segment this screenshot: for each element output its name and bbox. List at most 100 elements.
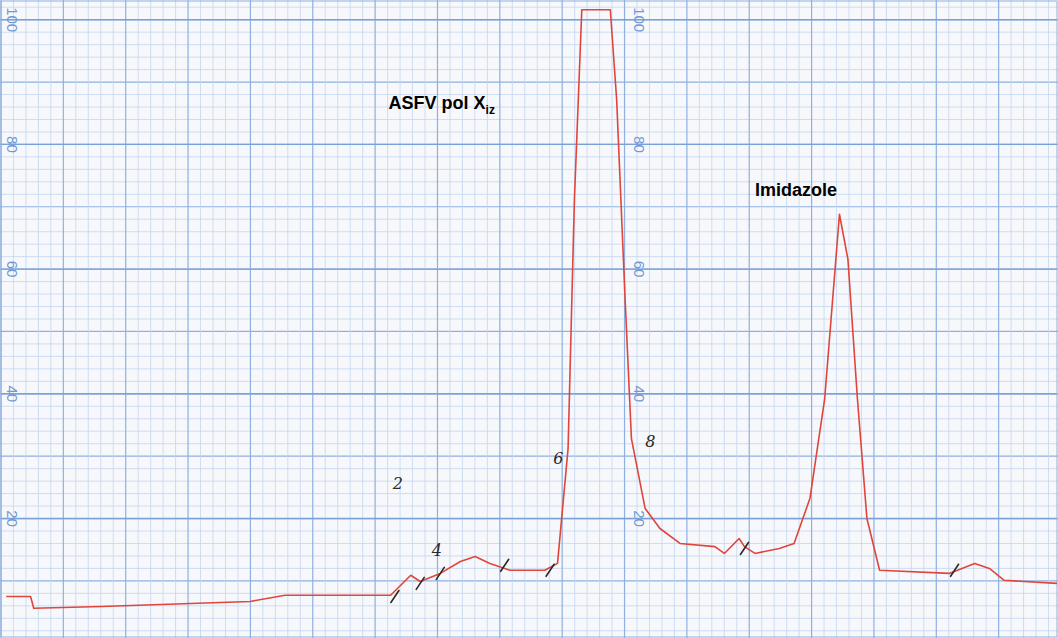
paper-line bbox=[0, 468, 1058, 469]
paper-line bbox=[0, 418, 1058, 419]
fraction-mark bbox=[546, 564, 554, 576]
paper-line bbox=[886, 0, 887, 638]
annotation-text: Imidazole bbox=[755, 180, 837, 200]
grid-line bbox=[1, 518, 1057, 519]
tick-label: 100 bbox=[4, 7, 21, 32]
paper-line bbox=[986, 0, 987, 638]
paper-line bbox=[0, 281, 1058, 282]
paper-line bbox=[113, 0, 114, 638]
paper-line bbox=[686, 0, 687, 638]
paper-line bbox=[0, 19, 1058, 20]
paper-line bbox=[0, 206, 1058, 207]
grid-line bbox=[1, 268, 1057, 269]
annotations: ASFV pol Xiz Imidazole 2 4 6 8 bbox=[389, 93, 837, 559]
paper-line bbox=[0, 306, 1058, 307]
fraction-label: 4 bbox=[431, 541, 442, 560]
paper-line bbox=[0, 81, 1058, 82]
paper-line bbox=[0, 356, 1058, 357]
paper-line bbox=[549, 0, 550, 638]
paper-line bbox=[0, 518, 1058, 519]
chart: 2020404060608080100100ASFV pol XizImidaz… bbox=[0, 0, 1058, 638]
peak-label: Imidazole bbox=[755, 180, 837, 200]
paper-line bbox=[599, 0, 600, 638]
paper-line bbox=[262, 0, 263, 638]
paper-line bbox=[0, 269, 1058, 270]
paper-line bbox=[0, 319, 1058, 320]
paper-line bbox=[0, 393, 1058, 394]
paper-line bbox=[0, 144, 1058, 145]
paper-line bbox=[0, 343, 1058, 344]
paper-line bbox=[699, 0, 700, 638]
fraction-mark bbox=[501, 559, 509, 571]
paper-line bbox=[0, 44, 1058, 45]
paper-line bbox=[25, 0, 26, 638]
trace bbox=[6, 10, 1057, 609]
tick-label: 60 bbox=[631, 261, 648, 278]
tick-label: 80 bbox=[4, 136, 21, 153]
paper-line bbox=[163, 0, 164, 638]
grid-line bbox=[1, 393, 1057, 394]
tick-label: 40 bbox=[631, 385, 648, 402]
paper-line bbox=[0, 107, 1058, 108]
paper-line bbox=[0, 618, 1058, 619]
tick-label: 40 bbox=[4, 385, 21, 402]
fraction-mark bbox=[436, 567, 444, 579]
paper-line bbox=[898, 0, 899, 638]
paper-line bbox=[0, 543, 1058, 544]
paper-line bbox=[911, 0, 912, 638]
fraction-mark bbox=[416, 577, 424, 589]
paper-line bbox=[499, 0, 500, 638]
paper-line bbox=[300, 0, 301, 638]
paper-line bbox=[100, 0, 101, 638]
paper-line bbox=[923, 0, 924, 638]
tick-label: 20 bbox=[4, 510, 21, 527]
paper-line bbox=[275, 0, 276, 638]
annotation-text: ASFV pol X bbox=[389, 93, 486, 113]
paper-line bbox=[0, 593, 1058, 594]
paper-line bbox=[0, 443, 1058, 444]
paper-line bbox=[936, 0, 937, 638]
paper-line bbox=[0, 456, 1058, 457]
paper-line bbox=[612, 0, 613, 638]
paper-line bbox=[649, 0, 650, 638]
fraction-mark bbox=[740, 542, 748, 554]
paper-line bbox=[786, 0, 787, 638]
annotation-text: 2 bbox=[392, 474, 403, 493]
paper-line bbox=[624, 0, 625, 638]
paper-line bbox=[0, 506, 1058, 507]
paper-line bbox=[824, 0, 825, 638]
paper-line bbox=[237, 0, 238, 638]
paper-line bbox=[88, 0, 89, 638]
paper-line bbox=[225, 0, 226, 638]
paper-line bbox=[250, 0, 251, 638]
paper-line bbox=[512, 0, 513, 638]
paper-line bbox=[200, 0, 201, 638]
paper-line bbox=[0, 580, 1058, 581]
paper-line bbox=[587, 0, 588, 638]
paper-line bbox=[0, 493, 1058, 494]
paper-line bbox=[0, 331, 1058, 332]
paper-line bbox=[661, 0, 662, 638]
annotation-text: 8 bbox=[645, 432, 655, 451]
paper-line bbox=[487, 0, 488, 638]
paper-line bbox=[1011, 0, 1012, 638]
annotation-text: 6 bbox=[553, 449, 563, 468]
fraction-label: 8 bbox=[645, 432, 655, 451]
paper-line bbox=[0, 69, 1058, 70]
paper-line bbox=[674, 0, 675, 638]
paper-line bbox=[337, 0, 338, 638]
tick-label: 80 bbox=[631, 136, 648, 153]
paper-line bbox=[325, 0, 326, 638]
grid-line bbox=[1, 144, 1057, 145]
paper-line bbox=[836, 0, 837, 638]
peak-label: ASFV pol Xiz bbox=[389, 93, 495, 117]
paper-line bbox=[524, 0, 525, 638]
tick-label: 60 bbox=[4, 261, 21, 278]
paper-line bbox=[0, 568, 1058, 569]
paper-line bbox=[761, 0, 762, 638]
paper-line bbox=[0, 131, 1058, 132]
paper-line bbox=[63, 0, 64, 638]
paper-line bbox=[0, 244, 1058, 245]
paper-line bbox=[811, 0, 812, 638]
paper-line bbox=[150, 0, 151, 638]
